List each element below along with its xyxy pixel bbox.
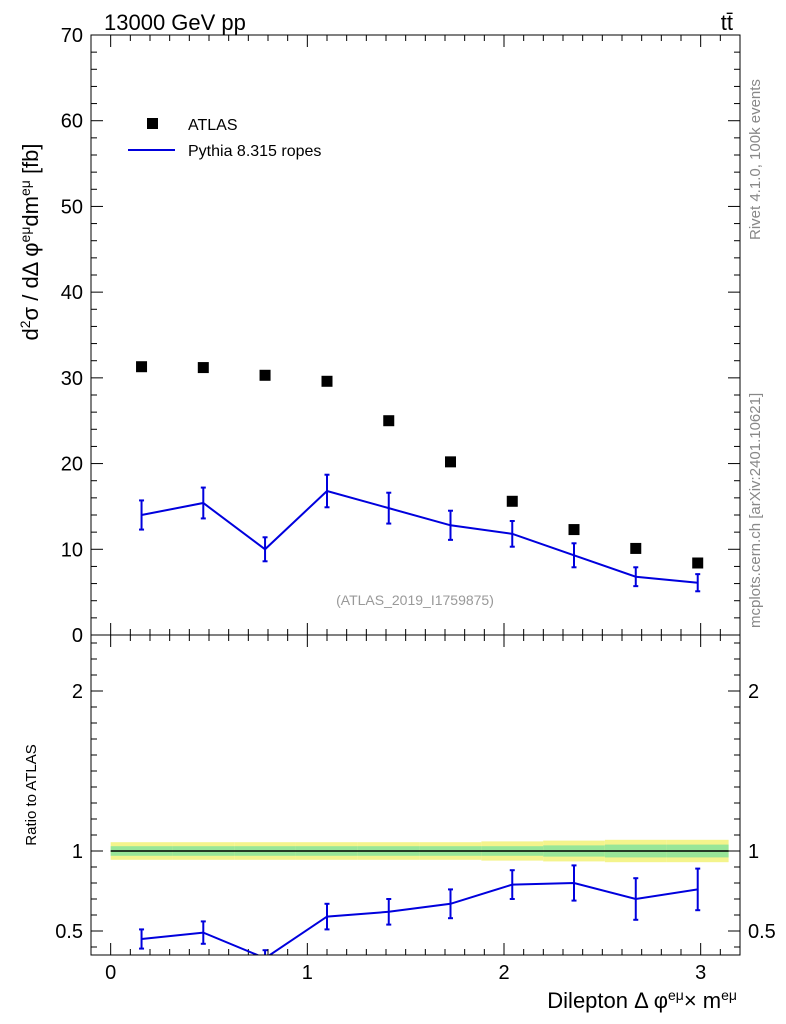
atlas-data-point <box>136 361 148 373</box>
ratio-y-tick-label-right: 1 <box>748 841 759 863</box>
energy-label: 13000 GeV pp <box>104 10 246 35</box>
analysis-label: (ATLAS_2019_I1759875) <box>336 592 494 608</box>
atlas-data-point <box>692 557 704 569</box>
ratio-y-tick-label-right: 2 <box>748 681 759 703</box>
process-label: tt̄ <box>721 10 733 35</box>
pythia-series-line <box>141 489 698 584</box>
main-y-axis-label: d2σ / dΔ φeμdmeμ [fb] <box>17 143 43 340</box>
legend-label-atlas: ATLAS <box>188 117 238 134</box>
atlas-data-point <box>445 456 457 468</box>
x-axis-label: Dilepton Δ φeμ× meμ <box>547 987 737 1013</box>
main-y-tick-label: 70 <box>61 25 83 47</box>
atlas-data-point <box>568 524 580 536</box>
ratio-y-tick-label: 0.5 <box>55 921 83 943</box>
main-data-layer <box>136 361 704 593</box>
main-y-tick-label: 0 <box>72 625 83 647</box>
main-y-tick-label: 40 <box>61 282 83 304</box>
ratio-data-layer <box>139 864 701 955</box>
main-y-tick-label: 50 <box>61 196 83 218</box>
ratio-axis-ticks: 0.5 0.5 1 1 2 2 0 1 2 3 <box>55 635 776 984</box>
atlas-data-point <box>321 375 333 387</box>
ratio-y-tick-label-right: 0.5 <box>748 921 776 943</box>
atlas-data-point <box>197 362 209 374</box>
main-y-tick-label: 30 <box>61 368 83 390</box>
atlas-data-point <box>630 542 642 554</box>
ratio-y-tick-label: 1 <box>72 841 83 863</box>
atlas-data-point <box>259 369 271 381</box>
ratio-x-tick-label: 3 <box>695 962 706 984</box>
atlas-data-point <box>383 415 395 427</box>
main-panel: 0 10 20 30 40 50 60 70 (ATLAS_2019_I1759875) d2… <box>17 25 741 647</box>
ratio-frame <box>90 634 741 956</box>
legend-marker-atlas <box>147 118 158 129</box>
legend: ATLAS Pythia 8.315 ropes <box>128 117 321 160</box>
main-y-tick-label: 10 <box>61 539 83 561</box>
ratio-uncertainty-band <box>110 839 729 863</box>
ratio-x-tick-label: 0 <box>105 962 116 984</box>
ratio-panel: 0.5 0.5 1 1 2 2 0 1 2 3 Ratio to ATLAS Dilepton Δ… <box>23 634 776 1013</box>
main-axis-ticks: 0 10 20 30 40 50 60 70 <box>61 25 740 647</box>
ratio-y-tick-label: 2 <box>72 681 83 703</box>
atlas-data-point <box>506 495 518 507</box>
ratio-pythia-line <box>141 881 698 955</box>
mcplots-label: mcplots.cern.ch [arXiv:2401.10621] <box>747 393 764 628</box>
main-y-tick-label: 20 <box>61 454 83 476</box>
ratio-x-tick-label: 1 <box>302 962 313 984</box>
main-y-tick-label: 60 <box>61 111 83 133</box>
ratio-y-axis-label: Ratio to ATLAS <box>23 744 40 845</box>
legend-label-pythia: Pythia 8.315 ropes <box>188 143 321 160</box>
ratio-x-tick-label: 2 <box>498 962 509 984</box>
rivet-label: Rivet 4.1.0, 100k events <box>747 79 764 240</box>
